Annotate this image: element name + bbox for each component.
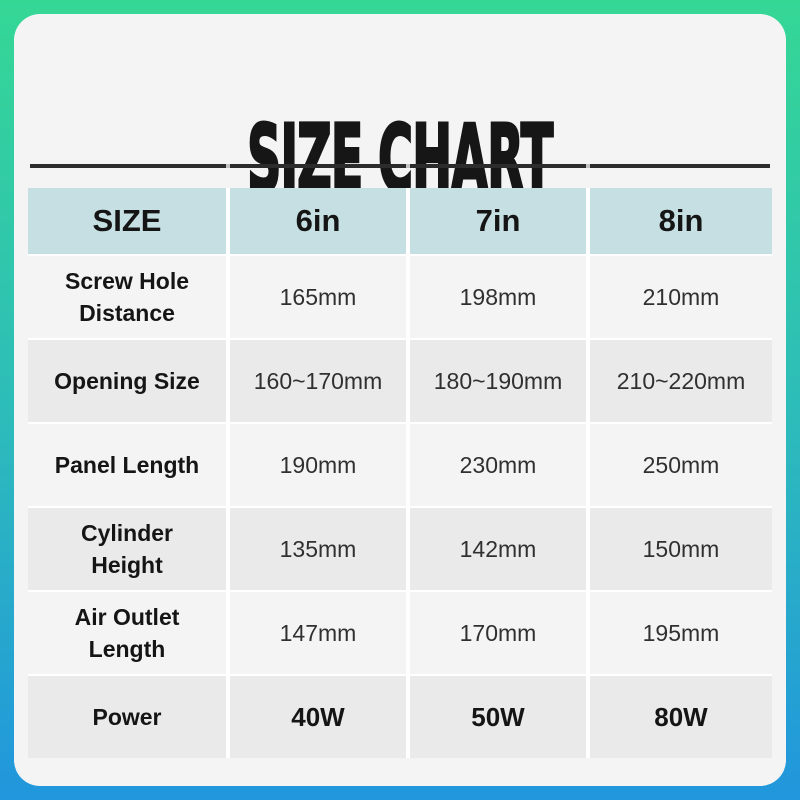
table-header-size: SIZE	[28, 188, 226, 254]
cell-value: 170mm	[410, 592, 586, 674]
size-chart-card: SIZE CHART SIZE 6in 7in 8in Screw Hole D…	[14, 14, 786, 786]
row-label: Cylinder Height	[28, 508, 226, 590]
cell-value: 160~170mm	[230, 340, 406, 422]
cell-value: 210~220mm	[590, 340, 772, 422]
cell-value: 230mm	[410, 424, 586, 506]
cell-value: 190mm	[230, 424, 406, 506]
cell-value: 250mm	[590, 424, 772, 506]
cell-value: 147mm	[230, 592, 406, 674]
cell-value: 150mm	[590, 508, 772, 590]
row-label: Panel Length	[28, 424, 226, 506]
title-divider	[30, 163, 770, 169]
cell-value: 210mm	[590, 256, 772, 338]
row-label: Power	[28, 676, 226, 758]
divider-break	[406, 163, 410, 169]
cell-value: 198mm	[410, 256, 586, 338]
size-table: SIZE 6in 7in 8in Screw Hole Distance 165…	[28, 188, 772, 758]
cell-value: 50W	[410, 676, 586, 758]
row-label: Screw Hole Distance	[28, 256, 226, 338]
divider-break	[226, 163, 230, 169]
row-label: Air Outlet Length	[28, 592, 226, 674]
cell-value: 142mm	[410, 508, 586, 590]
row-label: Opening Size	[28, 340, 226, 422]
cell-value: 195mm	[590, 592, 772, 674]
cell-value: 180~190mm	[410, 340, 586, 422]
divider-break	[586, 163, 590, 169]
cell-value: 80W	[590, 676, 772, 758]
cell-value: 135mm	[230, 508, 406, 590]
table-header-8in: 8in	[590, 188, 772, 254]
cell-value: 165mm	[230, 256, 406, 338]
cell-value: 40W	[230, 676, 406, 758]
table-header-6in: 6in	[230, 188, 406, 254]
table-header-7in: 7in	[410, 188, 586, 254]
